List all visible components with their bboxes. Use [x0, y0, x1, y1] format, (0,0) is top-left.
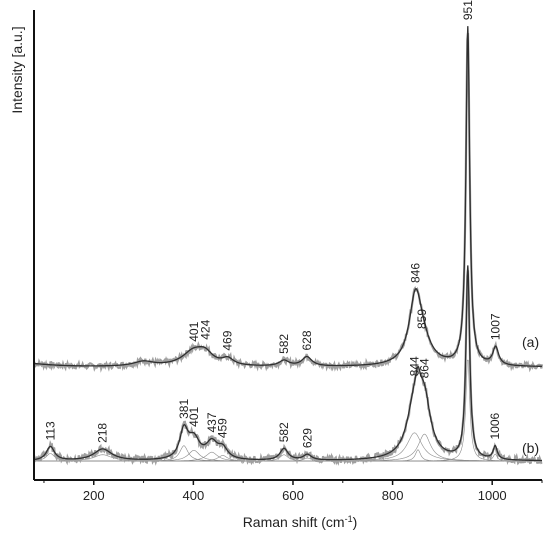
peak-label-844: 844	[408, 356, 422, 376]
peak-label-469: 469	[221, 330, 235, 350]
peak-label-846: 846	[408, 263, 422, 283]
axes: 200 400 600 800 1000	[33, 10, 543, 503]
component-peak-629	[34, 457, 542, 462]
x-axis-title-main: Raman shift (cm	[243, 514, 345, 530]
x-axis-title-sup: -1	[345, 514, 353, 524]
x-tick-label-1000: 1000	[478, 488, 507, 503]
peak-label-629: 629	[300, 428, 314, 448]
trace-label-a: (a)	[522, 334, 539, 350]
peak-label-401: 401	[187, 321, 201, 341]
peak-label-1007: 1007	[489, 313, 503, 340]
component-peak-1006	[34, 453, 542, 462]
x-axis-title-end: )	[353, 514, 358, 530]
x-tick-label-400: 400	[183, 488, 205, 503]
peak-label-951: 951	[461, 0, 475, 20]
fitted-spectrum-b	[33, 265, 542, 462]
peak-label-218: 218	[96, 423, 110, 443]
y-axis-title: Intensity [a.u.]	[9, 26, 25, 113]
peak-label-424: 424	[198, 319, 212, 339]
peak-label-582: 582	[277, 422, 291, 442]
fitted-spectrum-a	[34, 26, 543, 368]
peak-label-381: 381	[177, 399, 191, 419]
peak-label-1006: 1006	[488, 412, 502, 439]
peak-label-864: 864	[417, 358, 431, 378]
peak-label-859: 859	[415, 309, 429, 329]
peak-label-401: 401	[187, 407, 201, 427]
x-axis-title: Raman shift (cm-1)	[243, 514, 358, 530]
x-tick-label-200: 200	[83, 488, 105, 503]
peak-label-459: 459	[216, 418, 230, 438]
peak-label-437: 437	[205, 412, 219, 432]
peak-label-113: 113	[43, 421, 57, 440]
x-tick-label-800: 800	[382, 488, 404, 503]
peak-label-582: 582	[277, 334, 291, 354]
x-tick-label-600: 600	[282, 488, 304, 503]
peak-label-628: 628	[300, 330, 314, 350]
trace-label-b: (b)	[522, 440, 539, 456]
